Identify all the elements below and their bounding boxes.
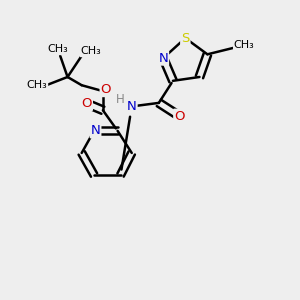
Text: H: H	[116, 93, 125, 106]
Text: CH₃: CH₃	[234, 40, 255, 50]
Text: N: N	[158, 52, 168, 64]
Text: N: N	[91, 124, 100, 137]
Text: CH₃: CH₃	[27, 80, 47, 90]
Text: O: O	[100, 83, 111, 96]
Text: N: N	[127, 100, 136, 113]
Text: O: O	[81, 97, 92, 110]
Text: O: O	[174, 110, 185, 123]
Text: S: S	[181, 32, 190, 45]
Text: CH₃: CH₃	[47, 44, 68, 54]
Text: CH₃: CH₃	[81, 46, 101, 56]
